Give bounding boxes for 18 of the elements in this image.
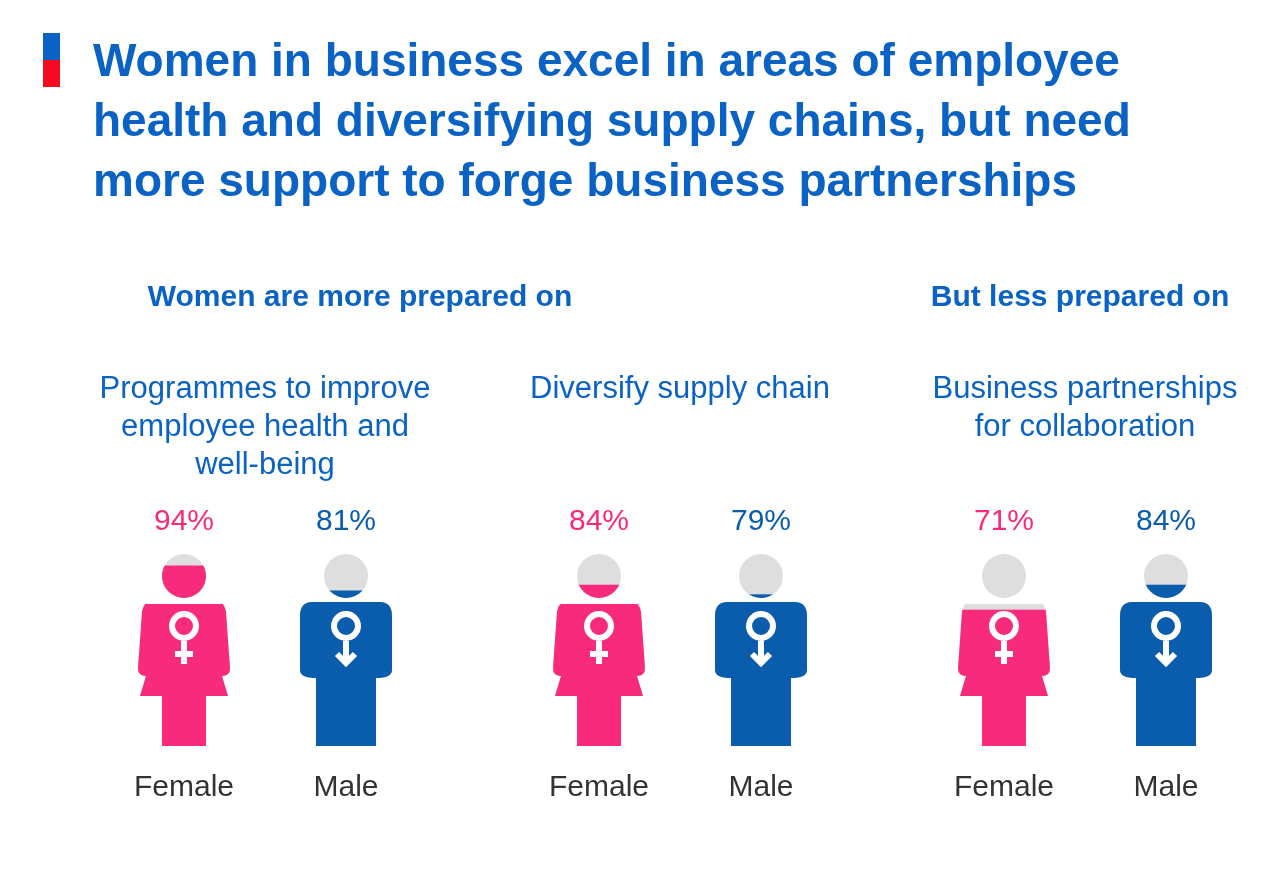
data-label: 94% bbox=[153, 503, 215, 536]
x-tick-label: Female bbox=[953, 769, 1055, 802]
x-tick-label: Male bbox=[1133, 769, 1199, 802]
x-tick-label: Male bbox=[728, 769, 794, 802]
text: Women are more prepared on bbox=[147, 279, 573, 312]
data-label: 84% bbox=[568, 503, 630, 536]
x-tick-label: Female bbox=[133, 769, 235, 802]
text: Women in business excel in areas of employee health and diversifying supply chains, but need more support to forge business partnerships bbox=[93, 34, 1131, 206]
data-label: 71% bbox=[973, 503, 1035, 536]
chart-title: Diversify supply chain bbox=[530, 370, 830, 405]
data-label: 84% bbox=[1135, 503, 1197, 536]
data-label: 79% bbox=[730, 503, 792, 536]
text: But less prepared on bbox=[930, 279, 1230, 312]
data-label: 81% bbox=[315, 503, 377, 536]
chart-title: Business partnerships for collaboration bbox=[932, 370, 1238, 443]
x-tick-label: Female bbox=[548, 769, 650, 802]
chart-title: Programmes to improve employee health and well-being bbox=[99, 370, 431, 481]
x-tick-label: Male bbox=[313, 769, 379, 802]
